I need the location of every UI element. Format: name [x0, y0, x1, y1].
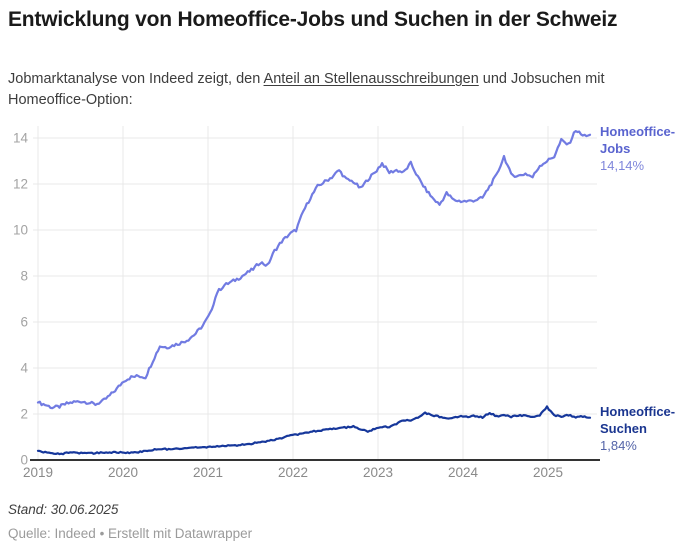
y-tick-0: 0 [20, 453, 28, 468]
y-tick-12: 12 [13, 177, 28, 192]
x-tick-2022: 2022 [278, 465, 308, 480]
y-tick-10: 10 [13, 223, 28, 238]
y-tick-8: 8 [20, 269, 28, 284]
status-date: Stand: 30.06.2025 [8, 502, 119, 517]
series-label-jobs: Homeoffice-Jobs 14,14% [600, 123, 680, 174]
series-name-jobs: Homeoffice-Jobs [600, 124, 676, 156]
series-name-suchen: Homeoffice-Suchen [600, 404, 676, 436]
chart-title: Entwicklung von Homeoffice-Jobs und Such… [8, 8, 618, 31]
x-tick-2024: 2024 [448, 465, 479, 480]
y-tick-14: 14 [13, 131, 29, 146]
y-gridlines [30, 137, 600, 461]
series-value-jobs: 14,14% [600, 158, 645, 173]
subtitle-link[interactable]: Anteil an Stellenausschreibungen [263, 71, 479, 87]
x-gridlines [37, 126, 549, 460]
x-tick-labels: 2019 2020 2021 2022 2023 2024 2025 [23, 465, 563, 480]
y-tick-6: 6 [20, 315, 28, 330]
x-tick-2025: 2025 [533, 465, 563, 480]
x-tick-2023: 2023 [363, 465, 393, 480]
y-tick-4: 4 [20, 361, 28, 376]
x-tick-2019: 2019 [23, 465, 53, 480]
chart-subtitle: Jobmarktanalyse von Indeed zeigt, den An… [8, 69, 668, 111]
line-homeoffice-jobs [36, 130, 592, 410]
source-attribution: Quelle: Indeed • Erstellt mit Datawrappe… [8, 526, 253, 541]
series-value-suchen: 1,84% [600, 438, 637, 453]
y-tick-2: 2 [20, 407, 28, 422]
subtitle-text-suffix: und Jobsuchen mit Homeoffice-Option: [8, 71, 605, 108]
series-lines [36, 130, 592, 456]
y-tick-labels: 0 2 4 6 8 10 12 14 [13, 131, 29, 468]
subtitle-text: Jobmarktanalyse von Indeed zeigt, den [8, 71, 264, 87]
x-tick-2021: 2021 [193, 465, 223, 480]
x-tick-2020: 2020 [108, 465, 138, 480]
line-homeoffice-suchen [36, 405, 592, 456]
series-label-suchen: Homeoffice-Suchen 1,84% [600, 403, 680, 454]
